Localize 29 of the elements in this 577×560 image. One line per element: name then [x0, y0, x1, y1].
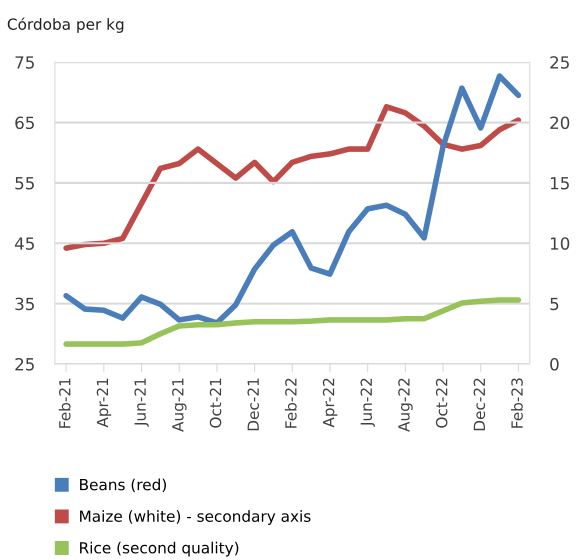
y-axis-title: Córdoba per kg [8, 18, 124, 33]
legend-label: Maize (white) - secondary axis [80, 510, 310, 525]
x-tick-label: Feb-22 [284, 378, 297, 428]
y-tick-label: 75 [16, 56, 34, 69]
x-tick-label: Feb-21 [58, 378, 71, 428]
y-tick-label: 35 [15, 298, 34, 310]
y-tick-label: 55 [15, 177, 34, 190]
x-tick-label: Aug-21 [172, 378, 187, 432]
legend-label: Beans (red) [80, 478, 166, 492]
x-tick-label: Aug-22 [398, 378, 413, 432]
legend-label: Rice (second quality) [80, 542, 238, 557]
y2-tick-label: 25 [550, 56, 569, 69]
y-tick-label: 45 [14, 237, 34, 250]
y-tick-label: 25 [15, 358, 34, 371]
y-tick-label: 65 [15, 116, 34, 130]
y2-tick-label: 15 [550, 177, 569, 190]
x-tick-label: Feb-23 [510, 378, 523, 428]
x-tick-label: Dec-21 [247, 378, 259, 430]
x-tick-label: Oct-21 [210, 378, 222, 428]
y2-tick-label: 0 [550, 358, 559, 371]
x-tick-label: Apr-21 [96, 378, 112, 428]
x-tick-label: Dec-22 [474, 378, 486, 430]
y2-tick-label: 5 [550, 298, 558, 310]
y2-tick-label: 10 [550, 237, 570, 250]
x-tick-label: Jun-21 [134, 378, 149, 427]
x-tick-label: Jun-22 [360, 378, 375, 427]
x-tick-label: Apr-22 [322, 378, 338, 428]
x-tick-label: Oct-22 [436, 378, 448, 428]
y2-tick-label: 20 [550, 116, 570, 130]
